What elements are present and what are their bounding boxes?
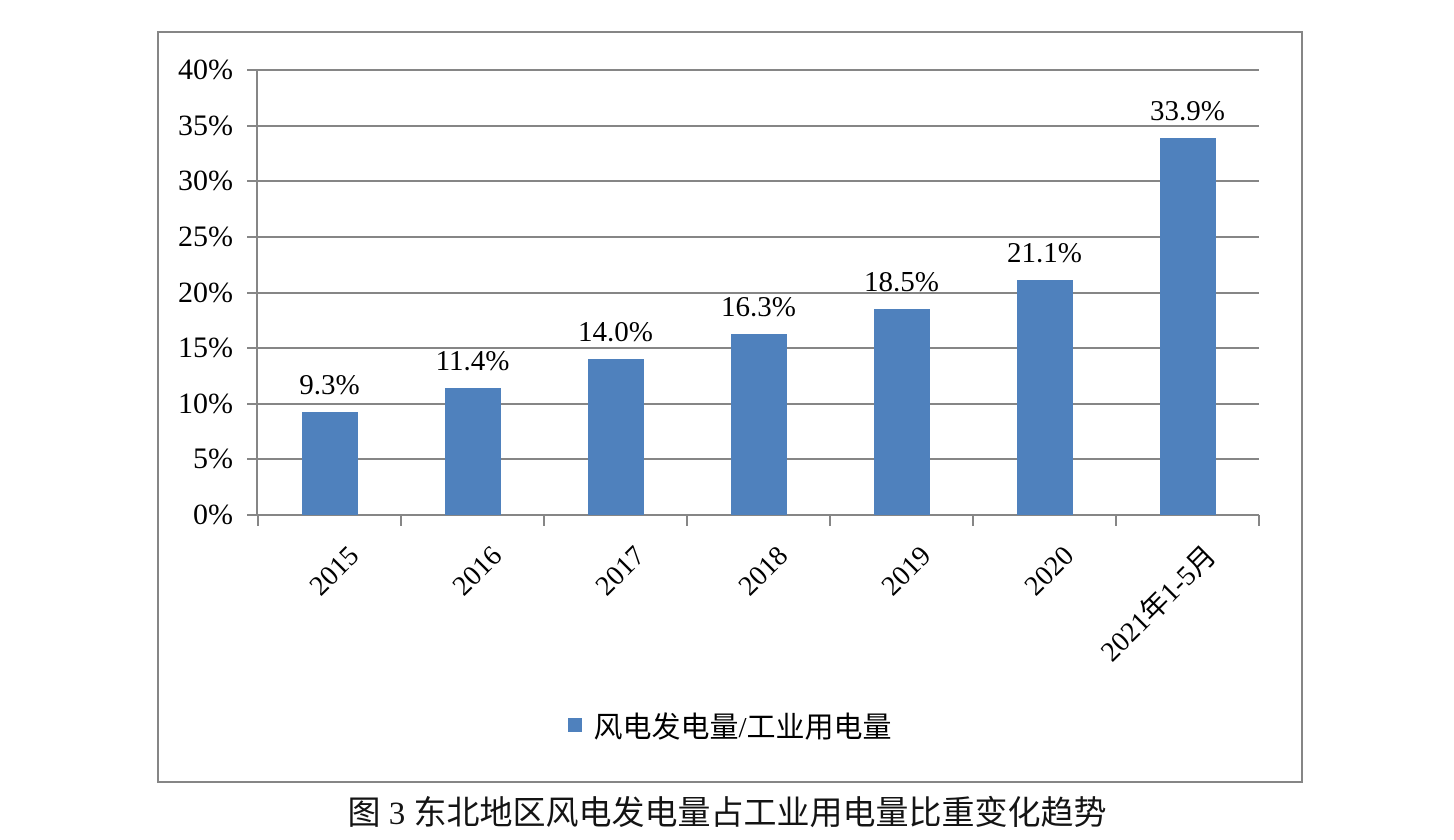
x-axis-tick bbox=[829, 515, 831, 526]
y-axis-line bbox=[256, 70, 258, 516]
y-axis-tick bbox=[247, 402, 258, 405]
gridline bbox=[258, 235, 1259, 238]
x-axis-label-text: 2020 bbox=[1018, 540, 1080, 602]
y-axis-label: 0% bbox=[193, 498, 233, 531]
x-axis-tick bbox=[972, 515, 974, 526]
x-axis-tick bbox=[400, 515, 402, 526]
y-axis-tick bbox=[247, 69, 258, 71]
x-axis-label-text: 2016 bbox=[446, 540, 508, 602]
x-axis-label-text: 2021年1-5月 bbox=[1095, 540, 1223, 668]
y-axis-label: 35% bbox=[178, 108, 233, 142]
chart-frame: 0% 5% 10% 15% 20% 25% 30% 35% 40% 9.3% 2015 11.4% 20… bbox=[157, 31, 1303, 783]
y-axis-tick bbox=[247, 235, 258, 238]
bar-value-label: 21.1% bbox=[1007, 237, 1082, 270]
legend: 风电发电量/工业用电量 bbox=[159, 705, 1301, 745]
x-axis-label-text: 2015 bbox=[303, 540, 365, 602]
x-axis-tick bbox=[686, 515, 688, 526]
legend-swatch bbox=[568, 718, 583, 732]
gridline bbox=[258, 69, 1259, 71]
y-axis-label: 40% bbox=[178, 53, 233, 86]
bar-value-label: 16.3% bbox=[721, 290, 796, 323]
y-axis-tick bbox=[247, 514, 258, 516]
x-axis-tick bbox=[1115, 515, 1117, 526]
bar-value-label: 14.0% bbox=[578, 316, 653, 349]
y-axis-tick bbox=[247, 347, 258, 350]
legend-label: 风电发电量/工业用电量 bbox=[593, 712, 892, 744]
gridline bbox=[258, 180, 1259, 183]
bar-value-label: 9.3% bbox=[299, 368, 360, 401]
y-axis-tick bbox=[247, 180, 258, 183]
bar-value-label: 33.9% bbox=[1150, 94, 1225, 127]
bar bbox=[873, 309, 930, 515]
gridline bbox=[258, 514, 1259, 516]
y-axis-label: 15% bbox=[178, 331, 233, 365]
x-axis-tick bbox=[1258, 515, 1260, 526]
gridline bbox=[258, 124, 1259, 127]
y-axis-label: 5% bbox=[193, 442, 233, 476]
y-axis-tick bbox=[247, 124, 258, 127]
x-axis-label-text: 2019 bbox=[875, 540, 937, 602]
bar bbox=[444, 388, 501, 515]
x-axis-tick bbox=[543, 515, 545, 526]
y-axis-label: 30% bbox=[178, 164, 233, 198]
bar-value-label: 18.5% bbox=[864, 266, 939, 299]
y-axis-tick bbox=[247, 458, 258, 461]
x-axis-tick bbox=[257, 515, 259, 526]
y-axis-label: 10% bbox=[178, 386, 233, 420]
x-axis-label-text: 2018 bbox=[732, 540, 794, 602]
y-axis-label: 25% bbox=[178, 219, 233, 253]
bar bbox=[730, 333, 787, 515]
x-axis-label-text: 2017 bbox=[589, 540, 651, 602]
plot-area: 0% 5% 10% 15% 20% 25% 30% 35% 40% 9.3% 2015 11.4% 20… bbox=[178, 53, 1260, 668]
bar bbox=[301, 411, 358, 515]
figure-caption: 图 3 东北地区风电发电量占工业用电量比重变化趋势 bbox=[347, 796, 1107, 832]
bar bbox=[587, 359, 644, 515]
y-axis-tick bbox=[247, 291, 258, 294]
bar bbox=[1159, 137, 1216, 515]
gridline bbox=[258, 291, 1259, 294]
y-axis-label: 20% bbox=[178, 275, 233, 309]
bar-value-label: 11.4% bbox=[435, 345, 510, 378]
bar bbox=[1016, 280, 1073, 515]
